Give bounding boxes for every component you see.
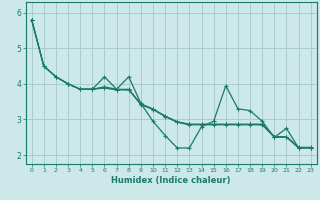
X-axis label: Humidex (Indice chaleur): Humidex (Indice chaleur) — [111, 176, 231, 185]
